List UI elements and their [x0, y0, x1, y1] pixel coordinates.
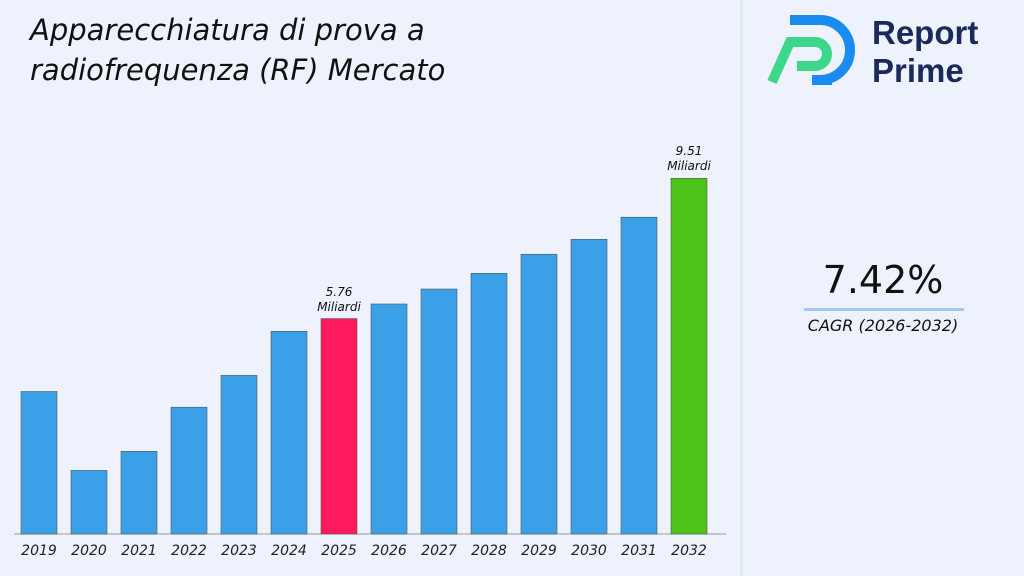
bar: [20, 391, 58, 535]
x-tick-label: 2020: [71, 543, 107, 559]
bar: [70, 470, 108, 535]
bar: [620, 216, 658, 535]
bar: [420, 288, 458, 535]
bar: [470, 273, 508, 535]
bar: [370, 303, 408, 535]
cagr-value: 7.42%: [822, 258, 944, 302]
chart-title: Apparecchiatura di prova a radiofrequenz…: [30, 13, 446, 87]
x-tick-label: 2027: [421, 543, 457, 559]
x-tick-label: 2022: [171, 543, 207, 559]
x-tick-label: 2032: [671, 543, 707, 559]
x-tick-label: 2021: [121, 543, 157, 559]
x-tick-label: 2030: [571, 543, 607, 559]
value-label: 5.76 Miliardi: [317, 284, 361, 314]
bar: [220, 375, 258, 535]
logo-text: Report: [872, 14, 979, 51]
x-tick-label: 2024: [271, 543, 307, 559]
bar: [170, 406, 208, 535]
bar: [320, 318, 358, 535]
x-tick-label: 2029: [521, 543, 557, 559]
x-tick-label: 2026: [371, 543, 407, 559]
logo-text: Prime: [872, 52, 964, 89]
x-tick-label: 2028: [471, 543, 507, 559]
logo-icon: [767, 15, 855, 85]
cagr-underline: [804, 308, 964, 311]
x-tick-label: 2023: [221, 543, 257, 559]
bar: [570, 238, 608, 535]
bar: [670, 178, 708, 535]
x-tick-label: 2019: [21, 543, 57, 559]
cagr-label: CAGR (2026-2032): [807, 316, 959, 335]
bar: [270, 330, 308, 535]
x-tick-label: 2031: [621, 543, 657, 559]
divider: [740, 0, 743, 576]
value-label: 9.51 Miliardi: [667, 144, 711, 174]
x-tick-label: 2025: [321, 543, 357, 559]
bar: [120, 451, 158, 535]
bar: [520, 253, 558, 535]
